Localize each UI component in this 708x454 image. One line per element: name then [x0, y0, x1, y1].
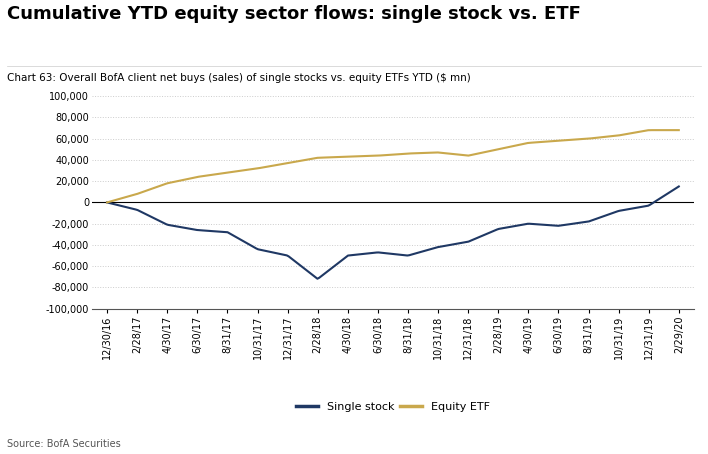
Legend: Single stock, Equity ETF: Single stock, Equity ETF [292, 398, 494, 416]
Text: Cumulative YTD equity sector flows: single stock vs. ETF: Cumulative YTD equity sector flows: sing… [7, 5, 581, 23]
Text: Source: BofA Securities: Source: BofA Securities [7, 439, 121, 449]
Text: Chart 63: Overall BofA client net buys (sales) of single stocks vs. equity ETFs : Chart 63: Overall BofA client net buys (… [7, 73, 471, 83]
